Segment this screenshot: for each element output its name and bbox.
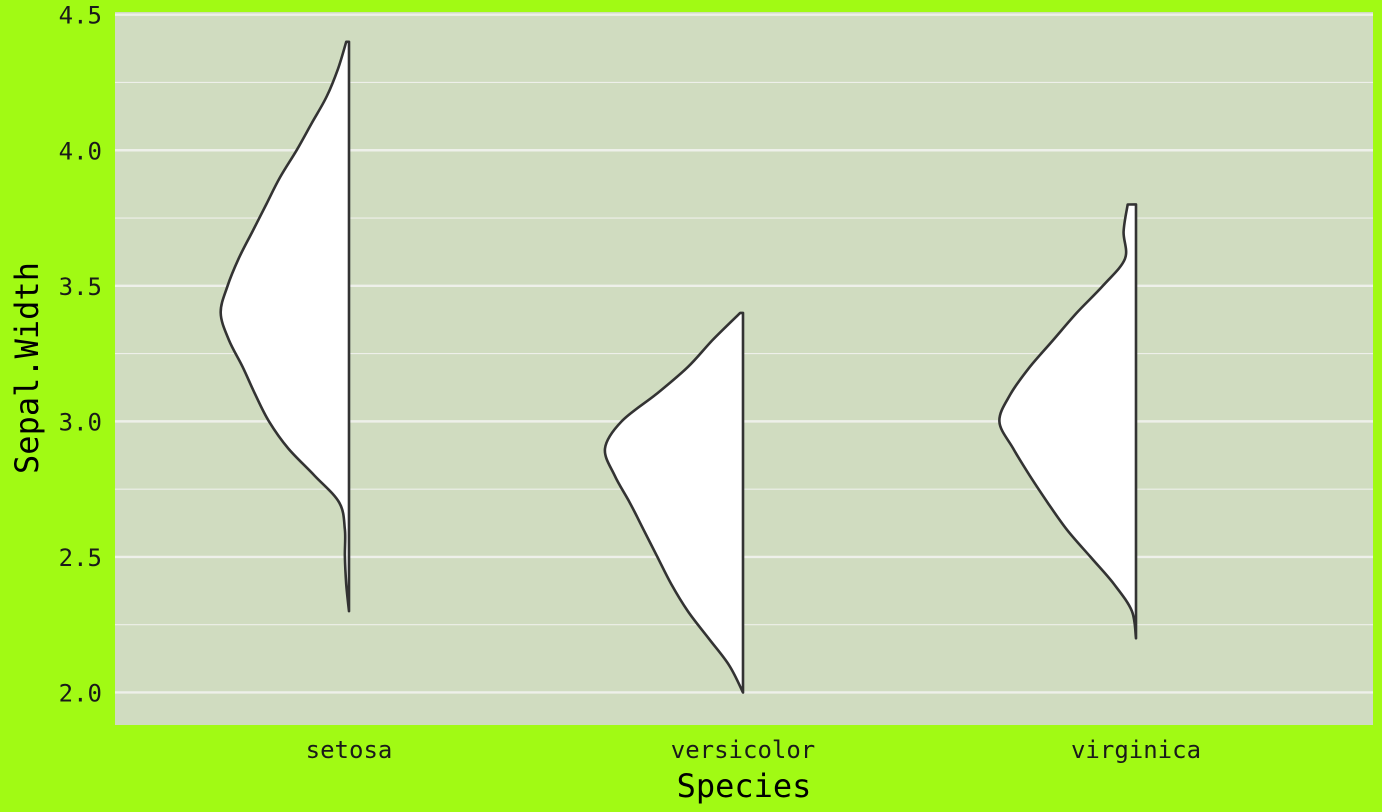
violin-virginica (998, 203, 1138, 640)
y-tick-label: 3.0 (59, 408, 102, 436)
y-tick-label: 4.5 (59, 2, 102, 30)
y-tick-label: 2.5 (59, 544, 102, 572)
y-tick-label: 4.0 (59, 137, 102, 165)
x-tick-labels: setosa versicolor virginica (306, 736, 1201, 764)
violin-setosa (219, 40, 351, 613)
violins (219, 40, 1138, 694)
x-tick-label-versicolor: versicolor (671, 736, 816, 764)
y-tick-labels: 2.0 2.5 3.0 3.5 4.0 4.5 (59, 2, 102, 708)
violin-versicolor (603, 311, 745, 694)
y-tick-label: 2.0 (59, 679, 102, 707)
x-tick-label-virginica: virginica (1071, 736, 1201, 764)
y-axis-title: Sepal.Width (8, 262, 46, 474)
x-axis-title: Species (677, 767, 812, 805)
x-tick-label-setosa: setosa (306, 736, 393, 764)
y-tick-label: 3.5 (59, 273, 102, 301)
